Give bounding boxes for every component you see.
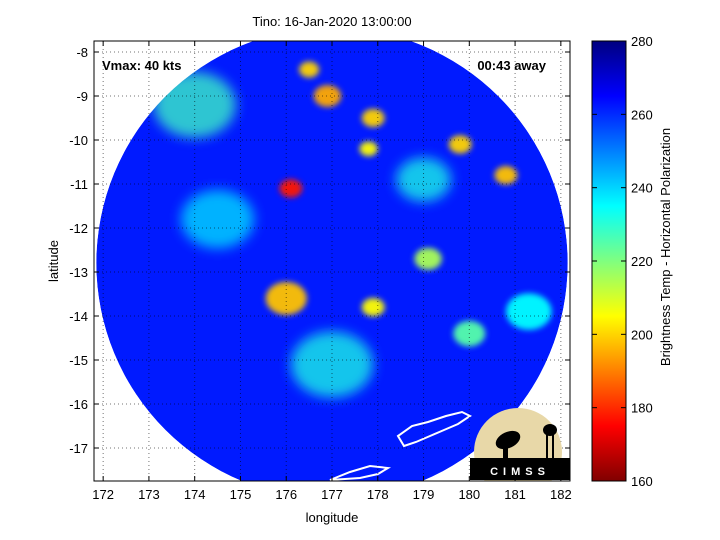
convection-cores: [265, 61, 552, 347]
x-axis-label: longitude: [306, 510, 359, 525]
y-axis-label: latitude: [46, 240, 61, 282]
x-tick-label: 177: [321, 487, 343, 502]
x-tick-label: 178: [367, 487, 389, 502]
coastline-island-a: [396, 410, 472, 448]
convection-feature: [299, 61, 320, 78]
convection-feature: [265, 281, 307, 315]
logo-tower-icon: [543, 424, 557, 458]
convection-feature: [290, 331, 374, 398]
convection-features: [153, 71, 451, 398]
x-tick-label: 173: [138, 487, 160, 502]
x-tick-label: 174: [184, 487, 206, 502]
convection-feature: [359, 141, 378, 157]
convection-feature: [153, 71, 236, 138]
colorbar-tick-label: 220: [631, 254, 653, 269]
y-tick-label: -14: [69, 309, 88, 324]
convection-feature: [505, 293, 552, 330]
colorbar-tick-label: 180: [631, 401, 653, 416]
vmax-annotation: Vmax: 40 kts: [102, 58, 182, 73]
colorbar-tick-label: 200: [631, 327, 653, 342]
x-tick-label: 176: [275, 487, 297, 502]
cimss-logo: CIMSS: [470, 408, 570, 481]
convection-feature: [279, 179, 303, 198]
plot-area: Vmax: 40 kts 00:43 away CIMSS: [94, 41, 570, 481]
convection-feature: [396, 157, 451, 202]
convection-feature: [494, 166, 518, 185]
y-tick-label: -11: [70, 177, 88, 192]
convection-feature: [361, 108, 385, 128]
x-tick-label: 182: [550, 487, 572, 502]
convection-feature: [180, 189, 255, 249]
x-tick-label: 172: [92, 487, 114, 502]
colorbar-tick-label: 280: [631, 34, 653, 49]
convection-feature: [361, 298, 385, 317]
logo-sun: [474, 408, 562, 481]
y-tick-label: -8: [76, 45, 88, 60]
time-away-annotation: 00:43 away: [477, 58, 546, 73]
colorbar-tick-label: 260: [631, 107, 653, 122]
x-tick-label: 179: [413, 487, 435, 502]
coastline-island-b: [329, 464, 392, 481]
colorbar-tick-label: 240: [631, 181, 653, 196]
y-tick-label: -10: [69, 133, 88, 148]
y-tick-label: -15: [69, 353, 88, 368]
y-tick-label: -16: [69, 397, 88, 412]
y-tick-label: -17: [69, 441, 88, 456]
logo-text: CIMSS: [490, 466, 550, 478]
y-axis-ticks: -8 -9 -10 -11 -12 -13 -14 -15 -16 -17: [69, 45, 570, 456]
logo-band: [470, 458, 570, 480]
logo-dish-icon: [495, 430, 521, 458]
y-tick-label: -13: [69, 265, 88, 280]
x-tick-label: 181: [504, 487, 526, 502]
colorbar-label: Brightness Temp - Horizontal Polarizatio…: [658, 128, 673, 366]
colorbar: [591, 40, 627, 482]
convection-feature: [414, 247, 442, 270]
x-axis-ticks: 172 173 174 175 176 177 178 179 180 181 182: [92, 41, 572, 502]
y-tick-label: -12: [69, 221, 88, 236]
convection-feature: [313, 85, 342, 107]
x-tick-label: 175: [230, 487, 252, 502]
colorbar-tick-label: 160: [631, 474, 653, 489]
y-tick-label: -9: [76, 89, 88, 104]
chart-title: Tino: 16-Jan-2020 13:00:00: [252, 14, 411, 29]
x-tick-label: 180: [458, 487, 480, 502]
convection-feature: [448, 135, 472, 154]
colorbar-ticks: 160 180 200 220 240 260 280: [592, 34, 653, 489]
